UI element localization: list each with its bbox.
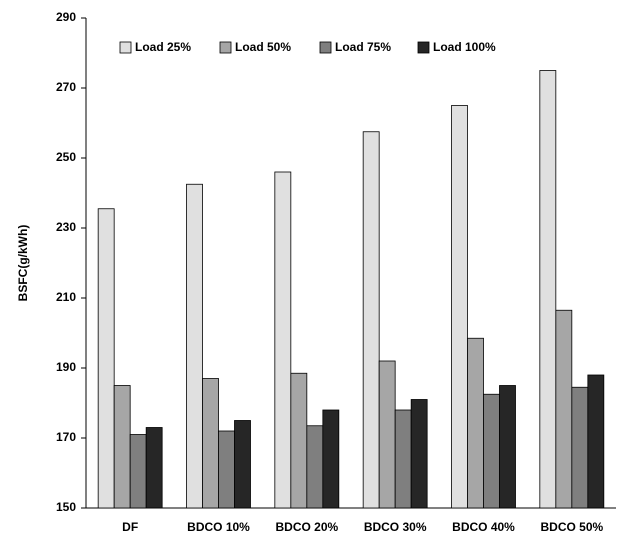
legend-label: Load 100% — [433, 40, 496, 54]
bar — [218, 430, 235, 509]
legend-label: Load 75% — [335, 40, 391, 54]
legend-key — [417, 41, 430, 54]
bar — [378, 360, 396, 509]
y-axis-label: BSFC(g/kWh) — [16, 225, 30, 302]
bar — [483, 393, 500, 509]
bar — [274, 171, 292, 509]
y-tick-label: 190 — [56, 360, 76, 374]
x-tick-label: BDCO 10% — [187, 520, 250, 534]
legend-label: Load 25% — [135, 40, 191, 54]
legend-label: Load 50% — [235, 40, 291, 54]
y-tick-label: 290 — [56, 10, 76, 24]
bar — [234, 420, 251, 509]
y-tick-label: 230 — [56, 220, 76, 234]
bar — [290, 372, 308, 509]
x-tick-label: DF — [122, 520, 138, 534]
bar — [186, 183, 203, 509]
bar — [539, 70, 557, 509]
legend-key — [119, 41, 132, 54]
bar — [145, 427, 163, 509]
bar — [97, 208, 115, 509]
bar — [202, 378, 219, 509]
x-tick-label: BDCO 40% — [452, 520, 515, 534]
y-tick-label: 250 — [56, 150, 76, 164]
bar — [322, 409, 340, 509]
y-tick-label: 170 — [56, 430, 76, 444]
bar — [555, 309, 573, 509]
bar — [113, 385, 131, 509]
bar — [129, 434, 147, 509]
bar — [499, 385, 516, 509]
x-tick-label: BDCO 20% — [275, 520, 338, 534]
x-tick-label: BDCO 50% — [540, 520, 603, 534]
legend-key — [319, 41, 332, 54]
y-tick-label: 150 — [56, 500, 76, 514]
bar — [410, 399, 428, 509]
bar — [571, 386, 589, 509]
bar — [394, 409, 412, 509]
bar — [451, 105, 468, 509]
bar — [362, 131, 380, 509]
y-tick-label: 270 — [56, 80, 76, 94]
x-tick-label: BDCO 30% — [364, 520, 427, 534]
bar — [587, 374, 605, 509]
bar — [306, 425, 324, 509]
legend-key — [219, 41, 232, 54]
bar — [467, 337, 484, 509]
y-tick-label: 210 — [56, 290, 76, 304]
